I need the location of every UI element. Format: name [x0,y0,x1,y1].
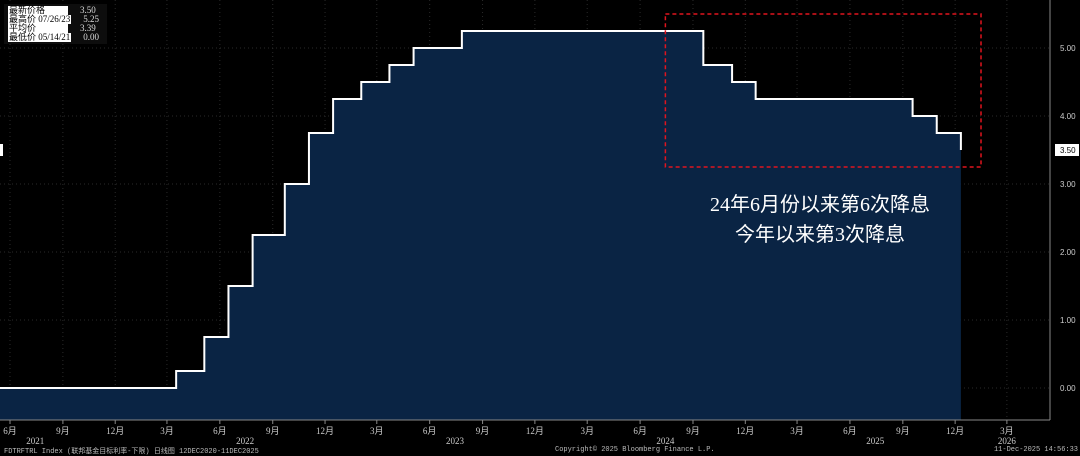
annotation-line-2: 今年以来第3次降息 [735,224,905,246]
last-value-label: 3.50 [1060,146,1076,155]
legend-label: 最低价 05/14/21 [8,32,72,42]
legend-label: 最新价格 [8,6,68,15]
x-tick-label: 6月 [843,426,857,436]
x-tick-label: 9月 [686,426,700,436]
x-tick-label: 3月 [1000,426,1014,436]
y-tick-label: 4.00 [1060,112,1076,121]
x-tick-label: 12月 [946,426,964,436]
legend-value: 3.39 [80,23,96,33]
legend-label: 最高价 07/26/23 [8,14,72,24]
legend-value: 0.00 [83,32,100,42]
y-tick-label: 3.00 [1060,180,1076,189]
footer-timestamp: 11-Dec-2025 14:56:33 [993,446,1078,454]
x-tick-label: 12月 [316,426,334,436]
legend-item: 最高价 07/26/23 5.25 [8,15,103,24]
year-label: 2021 [26,436,44,446]
x-tick-label: 3月 [790,426,804,436]
year-label: 2024 [656,436,675,446]
legend-label: 平均价 [8,24,68,33]
area-fill [0,31,961,420]
highlight-box [664,13,982,168]
x-tick-label: 9月 [896,426,910,436]
last-value-badge [1055,144,1079,156]
x-tick-label: 6月 [423,426,437,436]
x-tick-label: 9月 [56,426,70,436]
x-tick-label: 3月 [580,426,594,436]
y-tick-label: 0.00 [1060,384,1076,393]
year-label: 2022 [236,436,254,446]
footer-copyright: Copyright© 2025 Bloomberg Finance L.P. [555,446,715,454]
x-tick-label: 3月 [160,426,174,436]
footer-index: FDTRFTRL Index (联邦基金目标利率-下限) 日线图 12DEC20… [4,448,259,456]
x-tick-label: 6月 [213,426,227,436]
y-tick-label: 1.00 [1060,316,1076,325]
legend-value: 5.25 [83,14,100,24]
annotation-line-1: 24年6月份以来第6次降息 [710,194,930,216]
legend-item: 最新价格 3.50 [8,6,103,15]
x-tick-label: 12月 [526,426,544,436]
legend-value: 3.50 [80,5,96,15]
x-tick-label: 6月 [633,426,647,436]
x-tick-label: 3月 [370,426,384,436]
legend-item: 最低价 05/14/21 0.00 [8,33,103,42]
x-tick-label: 12月 [106,426,124,436]
rate-line [0,30,962,389]
legend: 最新价格 3.50 最高价 07/26/23 5.25 平均价 3.39 最低价 05/14… [4,4,108,44]
y-tick-label: 2.00 [1060,248,1076,257]
x-tick-label: 12月 [736,426,754,436]
year-label: 2023 [446,436,465,446]
x-tick-label: 6月 [3,426,17,436]
legend-item: 平均价 3.39 [8,24,103,33]
x-tick-label: 9月 [266,426,280,436]
y-tick-label: 5.00 [1060,44,1076,53]
year-label: 2025 [866,436,885,446]
x-tick-label: 9月 [476,426,490,436]
year-label: 2026 [998,436,1017,446]
left-value-marker [0,144,3,156]
